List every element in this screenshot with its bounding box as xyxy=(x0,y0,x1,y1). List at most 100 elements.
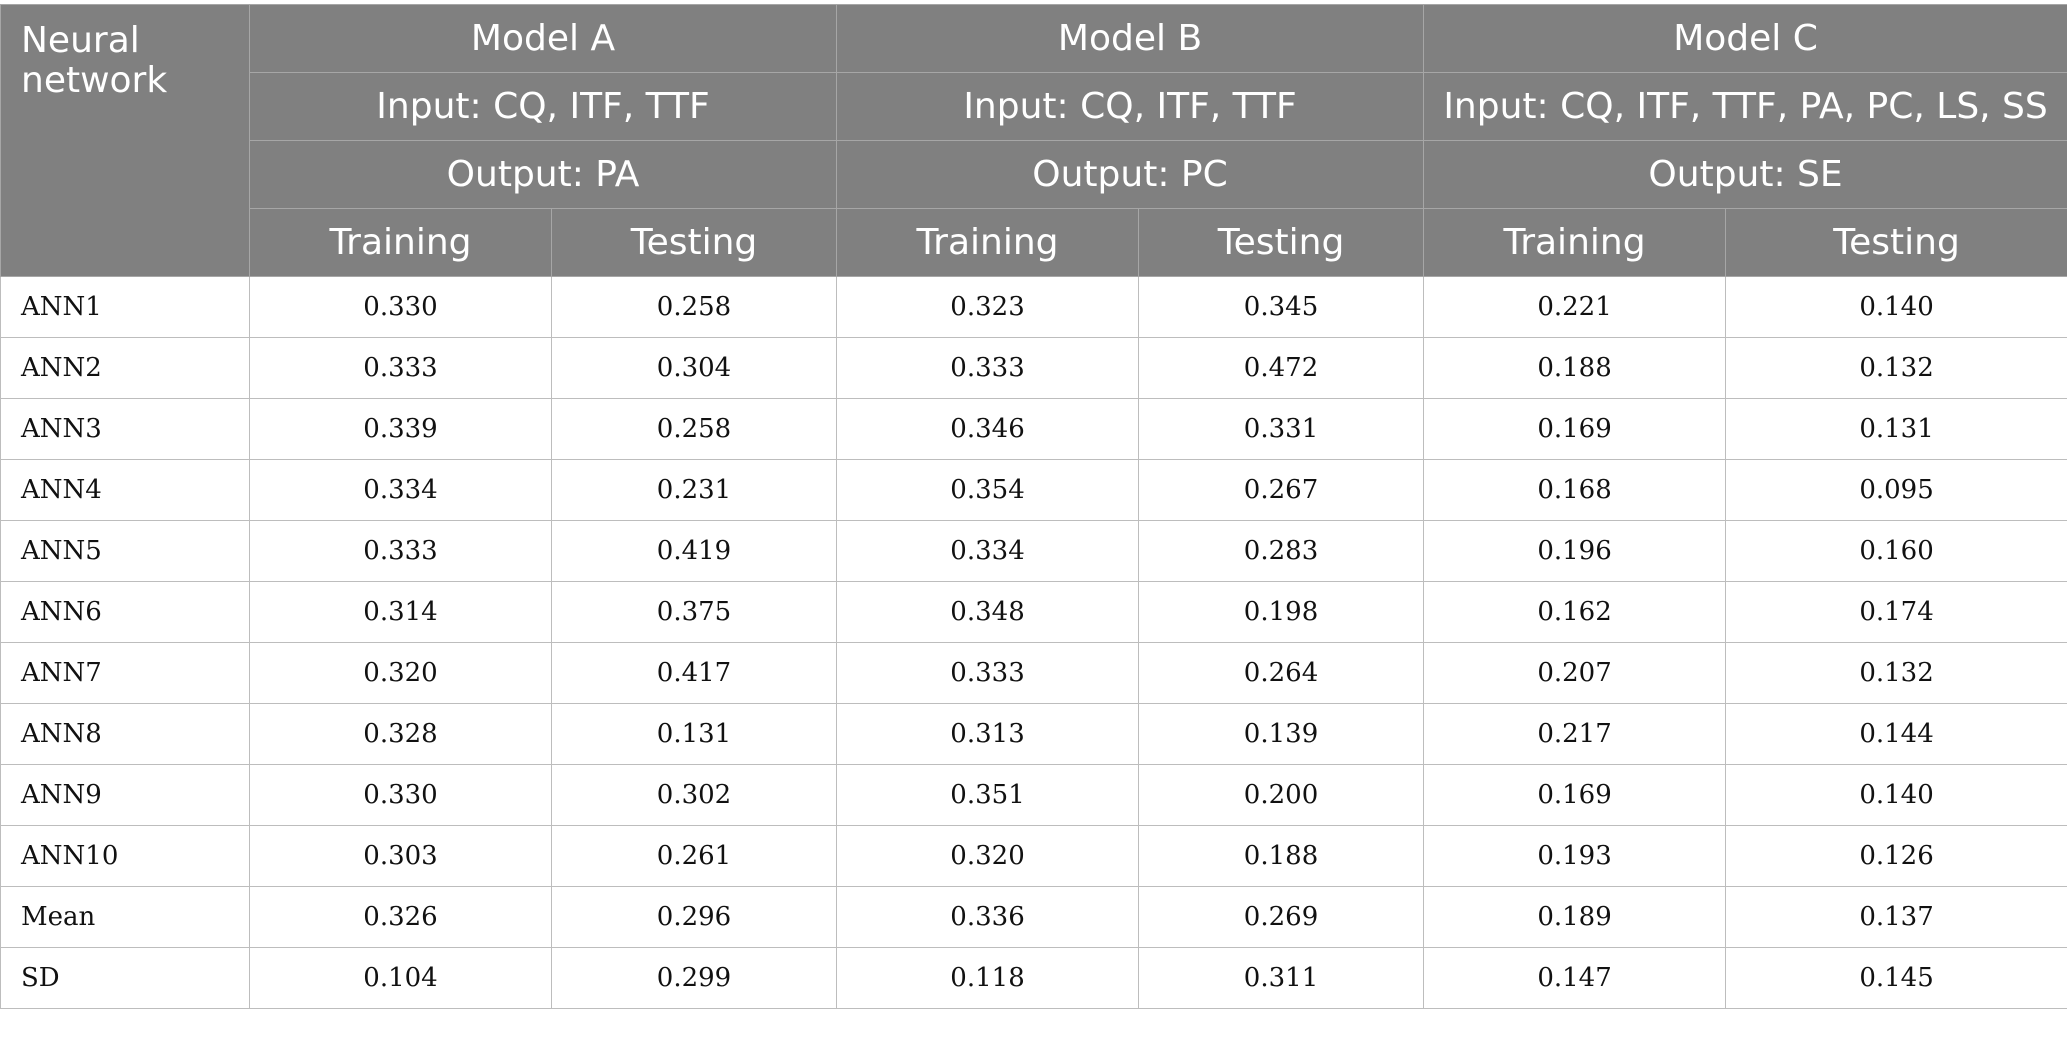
row-label: ANN6 xyxy=(1,582,250,643)
value-cell: 0.269 xyxy=(1139,887,1424,948)
value-cell: 0.200 xyxy=(1139,765,1424,826)
value-cell: 0.331 xyxy=(1139,399,1424,460)
value-cell: 0.196 xyxy=(1424,521,1726,582)
value-cell: 0.118 xyxy=(837,948,1139,1009)
header-row-outputs: Output: PA Output: PC Output: SE xyxy=(1,141,2067,209)
row-label: ANN3 xyxy=(1,399,250,460)
value-cell: 0.221 xyxy=(1424,277,1726,338)
value-cell: 0.258 xyxy=(552,277,837,338)
value-cell: 0.339 xyxy=(250,399,552,460)
row-label: ANN1 xyxy=(1,277,250,338)
value-cell: 0.334 xyxy=(250,460,552,521)
model-c-output: Output: SE xyxy=(1424,141,2067,209)
value-cell: 0.345 xyxy=(1139,277,1424,338)
value-cell: 0.137 xyxy=(1726,887,2067,948)
value-cell: 0.193 xyxy=(1424,826,1726,887)
value-cell: 0.472 xyxy=(1139,338,1424,399)
value-cell: 0.302 xyxy=(552,765,837,826)
model-b-header: Model B xyxy=(837,5,1424,73)
model-c-input: Input: CQ, ITF, TTF, PA, PC, LS, SS xyxy=(1424,73,2067,141)
value-cell: 0.126 xyxy=(1726,826,2067,887)
table-header: Neural network Model A Model B Model C I… xyxy=(1,5,2067,277)
value-cell: 0.351 xyxy=(837,765,1139,826)
row-label: ANN10 xyxy=(1,826,250,887)
model-b-output: Output: PC xyxy=(837,141,1424,209)
value-cell: 0.323 xyxy=(837,277,1139,338)
value-cell: 0.207 xyxy=(1424,643,1726,704)
value-cell: 0.330 xyxy=(250,277,552,338)
value-cell: 0.169 xyxy=(1424,765,1726,826)
value-cell: 0.419 xyxy=(552,521,837,582)
row-label: ANN9 xyxy=(1,765,250,826)
value-cell: 0.147 xyxy=(1424,948,1726,1009)
row-label: Mean xyxy=(1,887,250,948)
value-cell: 0.169 xyxy=(1424,399,1726,460)
value-cell: 0.311 xyxy=(1139,948,1424,1009)
value-cell: 0.140 xyxy=(1726,277,2067,338)
value-cell: 0.328 xyxy=(250,704,552,765)
model-a-input: Input: CQ, ITF, TTF xyxy=(250,73,837,141)
value-cell: 0.346 xyxy=(837,399,1139,460)
value-cell: 0.231 xyxy=(552,460,837,521)
header-row-subcolumns: Training Testing Training Testing Traini… xyxy=(1,209,2067,277)
value-cell: 0.330 xyxy=(250,765,552,826)
value-cell: 0.417 xyxy=(552,643,837,704)
neural-network-header: Neural network xyxy=(1,5,250,277)
model-a-training-header: Training xyxy=(250,209,552,277)
value-cell: 0.267 xyxy=(1139,460,1424,521)
value-cell: 0.144 xyxy=(1726,704,2067,765)
value-cell: 0.132 xyxy=(1726,338,2067,399)
value-cell: 0.160 xyxy=(1726,521,2067,582)
model-b-testing-header: Testing xyxy=(1139,209,1424,277)
value-cell: 0.299 xyxy=(552,948,837,1009)
model-c-testing-header: Testing xyxy=(1726,209,2067,277)
value-cell: 0.320 xyxy=(250,643,552,704)
value-cell: 0.296 xyxy=(552,887,837,948)
value-cell: 0.261 xyxy=(552,826,837,887)
value-cell: 0.333 xyxy=(250,521,552,582)
model-a-header: Model A xyxy=(250,5,837,73)
value-cell: 0.304 xyxy=(552,338,837,399)
model-b-input: Input: CQ, ITF, TTF xyxy=(837,73,1424,141)
row-label: SD xyxy=(1,948,250,1009)
value-cell: 0.198 xyxy=(1139,582,1424,643)
value-cell: 0.131 xyxy=(552,704,837,765)
value-cell: 0.162 xyxy=(1424,582,1726,643)
row-label: ANN4 xyxy=(1,460,250,521)
value-cell: 0.303 xyxy=(250,826,552,887)
value-cell: 0.139 xyxy=(1139,704,1424,765)
value-cell: 0.333 xyxy=(250,338,552,399)
value-cell: 0.333 xyxy=(837,338,1139,399)
value-cell: 0.320 xyxy=(837,826,1139,887)
value-cell: 0.095 xyxy=(1726,460,2067,521)
model-a-testing-header: Testing xyxy=(552,209,837,277)
value-cell: 0.104 xyxy=(250,948,552,1009)
value-cell: 0.189 xyxy=(1424,887,1726,948)
value-cell: 0.140 xyxy=(1726,765,2067,826)
model-a-output: Output: PA xyxy=(250,141,837,209)
model-c-header: Model C xyxy=(1424,5,2067,73)
value-cell: 0.264 xyxy=(1139,643,1424,704)
header-row-models: Neural network Model A Model B Model C xyxy=(1,5,2067,73)
value-cell: 0.217 xyxy=(1424,704,1726,765)
value-cell: 0.348 xyxy=(837,582,1139,643)
value-cell: 0.145 xyxy=(1726,948,2067,1009)
value-cell: 0.168 xyxy=(1424,460,1726,521)
value-cell: 0.334 xyxy=(837,521,1139,582)
model-c-training-header: Training xyxy=(1424,209,1726,277)
value-cell: 0.174 xyxy=(1726,582,2067,643)
header-row-inputs: Input: CQ, ITF, TTF Input: CQ, ITF, TTF … xyxy=(1,73,2067,141)
value-cell: 0.375 xyxy=(552,582,837,643)
value-cell: 0.132 xyxy=(1726,643,2067,704)
results-table: Neural network Model A Model B Model C I… xyxy=(0,4,2067,1009)
